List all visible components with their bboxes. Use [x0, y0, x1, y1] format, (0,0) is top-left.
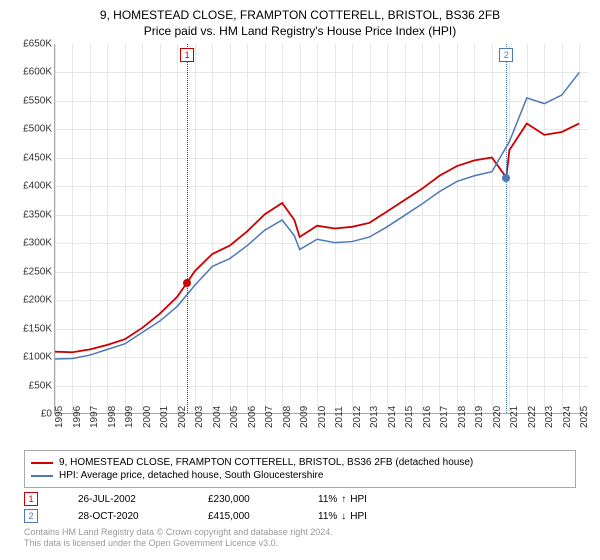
- chart-area: £0£50K£100K£150K£200K£250K£300K£350K£400…: [12, 44, 588, 414]
- sales-date: 28-OCT-2020: [78, 511, 168, 522]
- y-axis-label: £50K: [29, 380, 52, 391]
- x-axis-label: 1995: [54, 406, 65, 428]
- y-axis-label: £200K: [23, 295, 52, 306]
- y-axis-label: £350K: [23, 209, 52, 220]
- sales-row: 2 28-OCT-2020 £415,000 11%↓HPI: [24, 509, 576, 523]
- x-axis-label: 1998: [107, 406, 118, 428]
- x-axis-label: 2005: [229, 406, 240, 428]
- x-axis-label: 2000: [142, 406, 153, 428]
- legend-item: 9, HOMESTEAD CLOSE, FRAMPTON COTTERELL, …: [31, 457, 569, 468]
- y-axis-label: £500K: [23, 124, 52, 135]
- marker-line: [506, 44, 507, 413]
- sales-table: 1 26-JUL-2002 £230,000 11%↑HPI 2 28-OCT-2020 £…: [24, 492, 576, 523]
- sales-marker: 2: [24, 509, 38, 523]
- x-axis-label: 2022: [527, 406, 538, 428]
- x-axis-label: 2013: [369, 406, 380, 428]
- marker-box: 2: [499, 48, 513, 62]
- sales-price: £230,000: [208, 494, 278, 505]
- x-axis-label: 2024: [562, 406, 573, 428]
- x-axis-label: 2020: [492, 406, 503, 428]
- x-axis-label: 2002: [177, 406, 188, 428]
- y-axis: £0£50K£100K£150K£200K£250K£300K£350K£400…: [12, 44, 54, 414]
- legend-label: HPI: Average price, detached house, Sout…: [59, 470, 323, 481]
- x-axis-label: 2010: [317, 406, 328, 428]
- x-axis-label: 2016: [422, 406, 433, 428]
- x-axis: 1995199619971998199920002001200220032004…: [54, 414, 588, 444]
- legend-label: 9, HOMESTEAD CLOSE, FRAMPTON COTTERELL, …: [59, 457, 473, 468]
- line-series-svg: [55, 44, 588, 413]
- x-axis-label: 1996: [72, 406, 83, 428]
- sales-change: 11%↑HPI: [318, 494, 367, 505]
- legend-item: HPI: Average price, detached house, Sout…: [31, 470, 569, 481]
- x-axis-label: 2017: [439, 406, 450, 428]
- sales-change: 11%↓HPI: [318, 511, 367, 522]
- footer-line-1: Contains HM Land Registry data © Crown c…: [24, 527, 576, 537]
- marker-dot: [502, 174, 510, 182]
- x-axis-label: 2001: [159, 406, 170, 428]
- sales-row: 1 26-JUL-2002 £230,000 11%↑HPI: [24, 492, 576, 506]
- chart-title: 9, HOMESTEAD CLOSE, FRAMPTON COTTERELL, …: [12, 8, 588, 22]
- x-axis-label: 2003: [194, 406, 205, 428]
- footer-line-2: This data is licensed under the Open Gov…: [24, 538, 576, 548]
- x-axis-label: 2021: [509, 406, 520, 428]
- y-axis-label: £0: [41, 409, 52, 420]
- arrow-icon: ↑: [341, 494, 346, 505]
- y-axis-label: £150K: [23, 323, 52, 334]
- y-axis-label: £600K: [23, 67, 52, 78]
- x-axis-label: 2004: [212, 406, 223, 428]
- x-axis-label: 2014: [387, 406, 398, 428]
- y-axis-label: £550K: [23, 95, 52, 106]
- series-line: [55, 72, 579, 359]
- y-axis-label: £450K: [23, 152, 52, 163]
- footer: Contains HM Land Registry data © Crown c…: [24, 527, 576, 548]
- arrow-icon: ↓: [341, 511, 346, 522]
- x-axis-label: 2006: [247, 406, 258, 428]
- x-axis-label: 2019: [474, 406, 485, 428]
- x-axis-label: 2025: [579, 406, 590, 428]
- x-axis-label: 2011: [334, 406, 345, 428]
- sales-date: 26-JUL-2002: [78, 494, 168, 505]
- y-axis-label: £100K: [23, 352, 52, 363]
- chart-container: 9, HOMESTEAD CLOSE, FRAMPTON COTTERELL, …: [0, 0, 600, 557]
- x-axis-label: 2009: [299, 406, 310, 428]
- legend-swatch: [31, 462, 53, 464]
- legend: 9, HOMESTEAD CLOSE, FRAMPTON COTTERELL, …: [24, 450, 576, 488]
- x-axis-label: 1997: [89, 406, 100, 428]
- marker-line: [187, 44, 188, 413]
- y-axis-label: £650K: [23, 39, 52, 50]
- x-axis-label: 2023: [544, 406, 555, 428]
- y-axis-label: £250K: [23, 266, 52, 277]
- x-axis-label: 2015: [404, 406, 415, 428]
- x-axis-label: 2012: [352, 406, 363, 428]
- sales-marker: 1: [24, 492, 38, 506]
- y-axis-label: £400K: [23, 181, 52, 192]
- plot-area: 12: [54, 44, 588, 414]
- x-axis-label: 2007: [264, 406, 275, 428]
- marker-dot: [183, 279, 191, 287]
- chart-subtitle: Price paid vs. HM Land Registry's House …: [12, 24, 588, 38]
- y-axis-label: £300K: [23, 238, 52, 249]
- x-axis-label: 2008: [282, 406, 293, 428]
- legend-swatch: [31, 475, 53, 477]
- x-axis-label: 1999: [124, 406, 135, 428]
- x-axis-label: 2018: [457, 406, 468, 428]
- sales-price: £415,000: [208, 511, 278, 522]
- marker-box: 1: [180, 48, 194, 62]
